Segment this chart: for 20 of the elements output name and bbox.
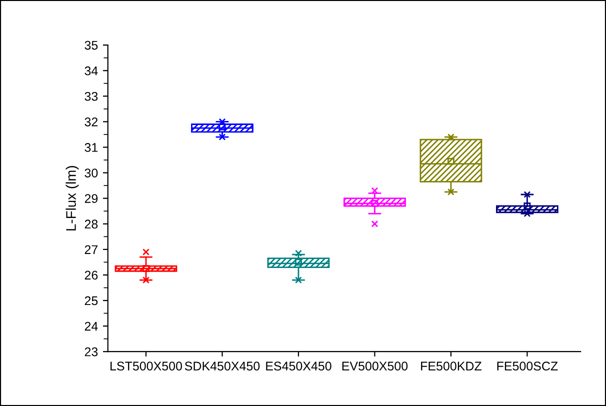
y-tick-label: 33 xyxy=(84,92,98,101)
y-tick-label: 24 xyxy=(84,322,98,331)
x-tick-label: FE500SCZ xyxy=(497,362,558,370)
x-tick-label: FE500KDZ xyxy=(421,362,482,370)
y-tick-label: 34 xyxy=(84,66,98,76)
x-tick-label: SDK450X450 xyxy=(184,362,260,370)
y-tick-label: 25 xyxy=(84,296,98,306)
y-tick-label: 35 xyxy=(84,40,98,50)
x-tick-label: EV500X500 xyxy=(342,362,408,370)
y-tick-label: 26 xyxy=(84,270,98,280)
y-tick-label: 30 xyxy=(84,168,98,178)
x-tick-label: LST500X500 xyxy=(110,362,182,370)
y-tick-label: 28 xyxy=(84,220,98,229)
y-axis-title: L-Flux (lm) xyxy=(66,166,79,230)
y-tick-label: 31 xyxy=(84,143,98,152)
y-tick-label: 27 xyxy=(84,245,98,254)
y-tick-label: 32 xyxy=(84,118,98,126)
y-tick-label: 23 xyxy=(84,347,98,356)
x-tick-label: ES450X450 xyxy=(266,362,332,370)
y-tick-label: 29 xyxy=(84,194,98,203)
